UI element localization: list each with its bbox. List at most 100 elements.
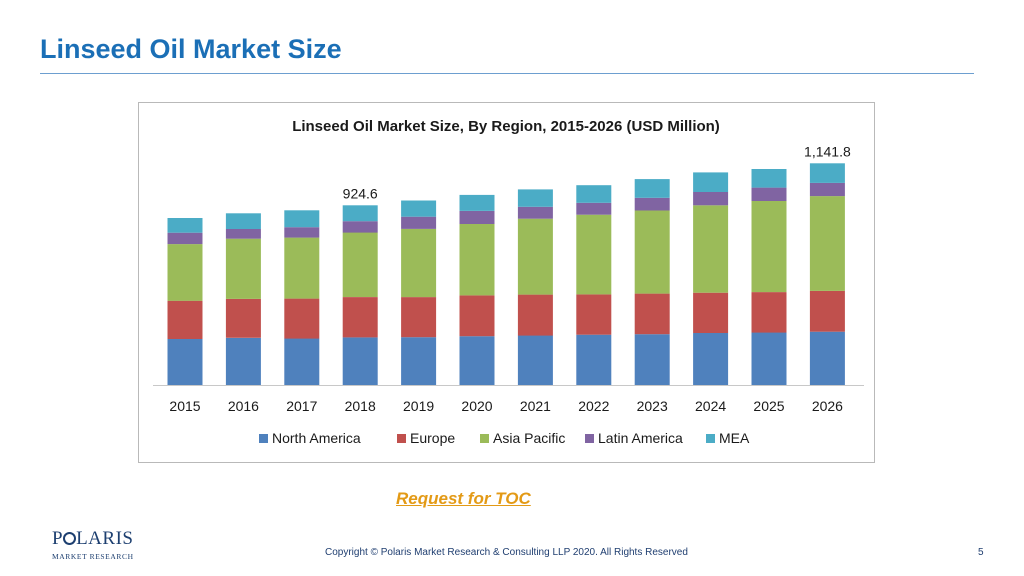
bar-europe-2021: [517, 294, 553, 336]
title-divider: [40, 73, 974, 74]
bar-mea-2017: [284, 210, 320, 228]
bar-mea-2016: [225, 213, 261, 229]
bar-mea-2024: [693, 172, 729, 192]
x-tick-label-2020: 2020: [461, 398, 492, 414]
bar-latin-america-2015: [167, 232, 203, 245]
x-tick-label-2015: 2015: [169, 398, 200, 414]
data-label-2026: 1,141.8: [804, 143, 851, 159]
bar-north-america-2016: [225, 337, 261, 385]
x-tick-label-2024: 2024: [695, 398, 726, 414]
bar-latin-america-2021: [517, 206, 553, 219]
bar-europe-2017: [284, 298, 320, 339]
legend-label-north-america: North America: [272, 430, 361, 446]
bar-mea-2015: [167, 218, 203, 233]
bar-latin-america-2023: [634, 197, 670, 211]
legend-swatch-mea: [706, 434, 715, 443]
bar-asia-pacific-2019: [401, 228, 437, 298]
bar-latin-america-2022: [576, 202, 612, 215]
bar-europe-2019: [401, 297, 437, 338]
bar-asia-pacific-2020: [459, 224, 495, 296]
x-tick-labels: 2015 2016 2017 2018 2019 2020 2021 2022 2023 2024…: [169, 398, 843, 414]
x-tick-label-2018: 2018: [345, 398, 376, 414]
bar-north-america-2015: [167, 339, 203, 385]
bar-asia-pacific-2024: [693, 205, 729, 293]
bar-mea-2021: [517, 189, 553, 207]
logo-wordmark: P LARIS: [52, 528, 134, 549]
bar-latin-america-2024: [693, 191, 729, 206]
bar-asia-pacific-2023: [634, 210, 670, 294]
x-tick-label-2026: 2026: [812, 398, 843, 414]
bar-asia-pacific-2022: [576, 214, 612, 295]
bar-europe-2025: [751, 292, 787, 333]
logo-star-icon: [63, 532, 77, 545]
bar-latin-america-2019: [401, 216, 437, 229]
bar-asia-pacific-2026: [809, 196, 845, 291]
x-tick-label-2016: 2016: [228, 398, 259, 414]
x-tick-label-2021: 2021: [520, 398, 551, 414]
bar-latin-america-2026: [809, 182, 845, 197]
legend-label-asia-pacific: Asia Pacific: [493, 430, 565, 446]
data-label-2018: 924.6: [343, 185, 378, 201]
bar-europe-2016: [225, 298, 261, 338]
x-tick-label-2022: 2022: [578, 398, 609, 414]
legend-swatch-north-america: [259, 434, 268, 443]
bar-latin-america-2018: [342, 221, 378, 233]
x-tick-label-2019: 2019: [403, 398, 434, 414]
slide-title: Linseed Oil Market Size: [40, 34, 342, 64]
x-tick-label-2023: 2023: [637, 398, 668, 414]
x-tick-label-2017: 2017: [286, 398, 317, 414]
bar-asia-pacific-2021: [517, 218, 553, 295]
bar-mea-2026: [809, 163, 845, 183]
bar-north-america-2017: [284, 338, 320, 385]
bar-mea-2020: [459, 194, 495, 211]
bar-asia-pacific-2015: [167, 244, 203, 301]
bar-europe-2022: [576, 294, 612, 335]
bar-north-america-2024: [693, 333, 729, 385]
bar-europe-2023: [634, 293, 670, 335]
bar-north-america-2026: [809, 331, 845, 385]
bar-asia-pacific-2025: [751, 201, 787, 293]
legend-swatch-europe: [397, 434, 406, 443]
page-number: 5: [978, 547, 984, 558]
legend: North America Europe Asia Pacific Latin Ame…: [259, 430, 750, 446]
bar-north-america-2020: [459, 336, 495, 385]
bar-europe-2020: [459, 295, 495, 337]
bar-asia-pacific-2017: [284, 237, 320, 299]
bar-latin-america-2025: [751, 187, 787, 201]
bar-mea-2025: [751, 169, 787, 188]
bar-europe-2018: [342, 297, 378, 338]
chart-title: Linseed Oil Market Size, By Region, 2015…: [292, 118, 720, 135]
logo-subtitle: MARKET RESEARCH: [52, 552, 134, 561]
bar-mea-2018: [342, 205, 378, 222]
bar-north-america-2022: [576, 334, 612, 385]
bar-europe-2024: [693, 292, 729, 333]
bar-mea-2023: [634, 179, 670, 198]
bar-north-america-2018: [342, 337, 378, 385]
copyright-text: Copyright © Polaris Market Research & Co…: [325, 547, 688, 558]
legend-swatch-latin-america: [585, 434, 594, 443]
legend-label-europe: Europe: [410, 430, 455, 446]
bar-north-america-2023: [634, 334, 670, 385]
bar-latin-america-2017: [284, 227, 320, 238]
bar-north-america-2019: [401, 337, 437, 385]
bar-europe-2015: [167, 300, 203, 339]
bar-asia-pacific-2016: [225, 238, 261, 299]
annotations-group: 924.6 1,141.8: [343, 143, 851, 201]
bar-latin-america-2016: [225, 229, 261, 239]
legend-swatch-asia-pacific: [480, 434, 489, 443]
bar-north-america-2021: [517, 335, 553, 385]
bar-asia-pacific-2018: [342, 232, 378, 297]
chart-frame: Linseed Oil Market Size, By Region, 2015…: [138, 102, 875, 463]
stacked-bar-chart: Linseed Oil Market Size, By Region, 2015…: [153, 118, 864, 446]
bar-europe-2026: [809, 290, 845, 332]
bar-north-america-2025: [751, 332, 787, 385]
bar-latin-america-2020: [459, 211, 495, 224]
bars-group: [167, 163, 845, 385]
request-toc-link[interactable]: Request for TOC: [396, 489, 531, 508]
bar-mea-2019: [401, 200, 437, 217]
polaris-logo: P LARIS MARKET RESEARCH: [52, 528, 134, 564]
legend-label-mea: MEA: [719, 430, 750, 446]
x-tick-label-2025: 2025: [753, 398, 784, 414]
bar-mea-2022: [576, 185, 612, 203]
legend-label-latin-america: Latin America: [598, 430, 683, 446]
